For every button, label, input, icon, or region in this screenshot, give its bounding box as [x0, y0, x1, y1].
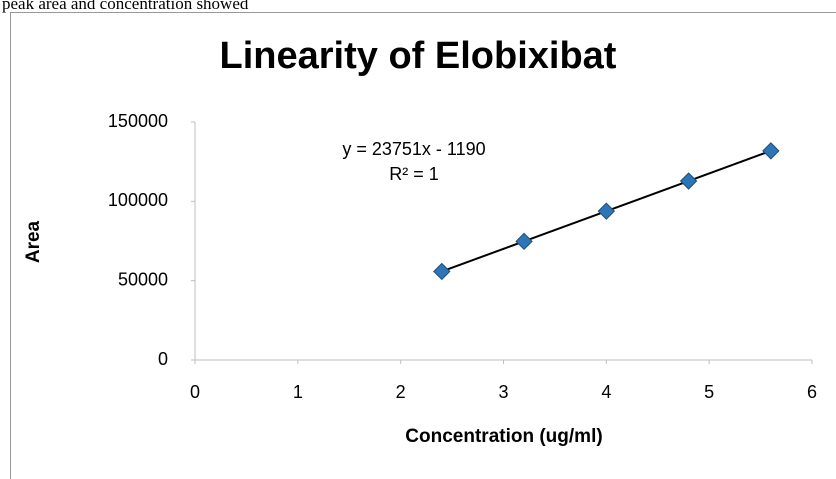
y-tick-label: 100000: [108, 190, 168, 210]
text-above: peak area and concentration showed: [2, 0, 249, 13]
y-tick-label: 150000: [108, 111, 168, 131]
y-axis-label: Area: [23, 220, 44, 263]
point: [597, 202, 616, 220]
point: [515, 232, 533, 251]
x-tick-label: 1: [293, 382, 303, 402]
x-tick-label: 6: [807, 382, 817, 402]
point: [433, 262, 451, 281]
y-tick-label: 0: [158, 349, 168, 369]
trendline-equation: y = 23751x - 1190: [342, 139, 485, 159]
x-tick-label: 2: [396, 382, 406, 402]
chart-border: [10, 12, 836, 479]
x-tick-label: 0: [190, 382, 200, 402]
chart-title: Linearity of Elobixibat: [220, 35, 617, 77]
point: [679, 172, 698, 190]
x-tick-label: 3: [498, 382, 508, 402]
x-axis-label: Concentration (ug/ml): [405, 426, 602, 447]
x-tick-label: 5: [704, 382, 714, 402]
r-squared: R² = 1: [389, 164, 439, 184]
x-tick-label: 4: [601, 382, 611, 402]
point: [762, 142, 780, 160]
y-tick-label: 50000: [118, 269, 168, 289]
